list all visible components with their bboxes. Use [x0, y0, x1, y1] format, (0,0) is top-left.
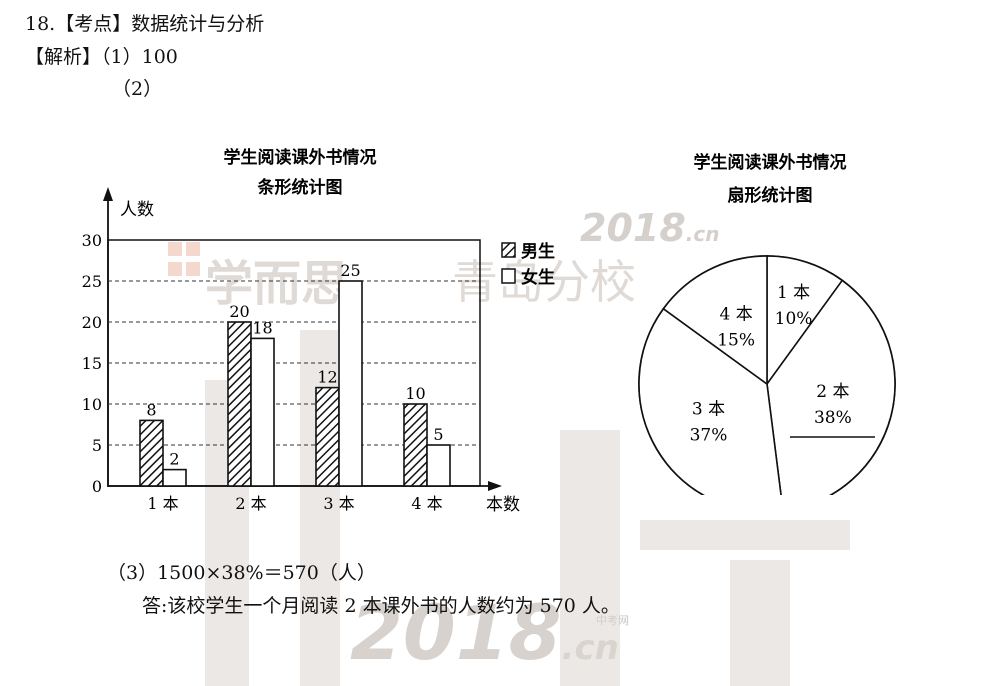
pie-slice — [766, 255, 844, 387]
y-axis-arrow — [103, 187, 113, 201]
x-axis-label: 本数 — [486, 495, 520, 515]
pie-slice — [662, 255, 768, 386]
pie-chart-title: 学生阅读课外书情况 — [694, 152, 847, 173]
y-tick-label: 30 — [82, 231, 102, 250]
pie-slice-label: 1 本 — [777, 283, 810, 303]
watermark-block — [560, 430, 620, 686]
bar-chart-subtitle: 条形统计图 — [257, 177, 343, 198]
bar-data-label: 20 — [229, 302, 249, 321]
bar-girls — [338, 280, 363, 487]
watermark-block — [640, 520, 850, 550]
pie-chart-labels: 1 本 10% 2 本 38% 3 本 37% 4 本 15% — [690, 283, 875, 446]
watermark-logo-square — [186, 242, 200, 256]
bar-chart-bars — [139, 280, 451, 487]
bar-data-label: 18 — [252, 318, 272, 337]
bar-data-label: 10 — [405, 384, 425, 403]
bar-data-label: 5 — [433, 425, 443, 444]
bar-chart-title: 学生阅读课外书情况 — [224, 147, 377, 168]
bar-boys — [315, 386, 340, 487]
watermark-logo-square — [186, 262, 200, 276]
x-tick-label: 3 本 — [323, 494, 354, 513]
y-axis-label: 人数 — [120, 200, 154, 220]
bar-data-label: 12 — [317, 368, 337, 387]
y-tick-label: 5 — [92, 436, 102, 455]
bar-data-label: 8 — [146, 400, 156, 419]
bar-data-label: 2 — [169, 450, 179, 469]
pie-slice — [766, 279, 896, 495]
pie-slice — [638, 307, 782, 495]
x-tick-label: 4 本 — [411, 494, 442, 513]
part-2-label: （2） — [112, 78, 163, 100]
question-heading: 18.【考点】数据统计与分析 — [25, 9, 264, 36]
legend-label: 女生 — [521, 267, 555, 288]
pie-slice-percent: 38% — [814, 408, 852, 428]
pie-chart: 学生阅读课外书情况 扇形统计图 1 本 10% 2 本 38% 3 本 37% 4 本 15% — [638, 152, 896, 495]
bar-boys — [403, 403, 428, 487]
bar-data-label: 25 — [340, 261, 360, 280]
pie-slice-label: 4 本 — [720, 304, 753, 324]
pie-chart-subtitle: 扇形统计图 — [728, 185, 813, 206]
question-number: 18. — [25, 13, 56, 35]
pie-slice-label: 2 本 — [816, 382, 849, 402]
pie-slice-percent: 37% — [690, 426, 728, 446]
bar-girls — [250, 337, 275, 487]
bar-chart-labels: 8 2 1 本 2018 2 本 12 25 3 本 10 5 4 本 — [146, 261, 443, 513]
watermark-logo-square — [168, 262, 182, 276]
y-tick-label: 15 — [82, 354, 102, 373]
pie-slice-percent: 10% — [775, 309, 813, 329]
bar-girls — [426, 444, 451, 487]
analysis-label: 【解析】 — [25, 46, 102, 68]
y-tick-label: 10 — [82, 395, 102, 414]
bar-girls — [162, 468, 187, 487]
final-answer: 答:该校学生一个月阅读 2 本课外书的人数约为 570 人。 — [142, 595, 620, 617]
pie-slice-percent: 15% — [717, 330, 755, 350]
x-tick-label: 1 本 — [147, 494, 178, 513]
watermark-block — [730, 560, 790, 686]
legend-swatch — [501, 268, 516, 284]
pie-chart-slices — [638, 255, 896, 495]
bar-boys — [139, 419, 164, 487]
part-3-calculation: （3）1500×38%＝570（人） — [107, 562, 376, 584]
y-tick-label: 0 — [92, 477, 102, 496]
bar-boys — [227, 321, 252, 487]
topic-label: 【考点】 — [55, 13, 132, 35]
x-tick-label: 2 本 — [235, 494, 266, 513]
y-tick-label: 20 — [82, 313, 102, 332]
topic-text: 数据统计与分析 — [131, 13, 265, 35]
pie-slice-label: 3 本 — [692, 400, 725, 420]
legend-swatch — [501, 242, 516, 258]
x-axis-arrow — [488, 481, 502, 491]
analysis-line: 【解析】（1）100 — [25, 42, 178, 69]
part-1-answer: （1）100 — [101, 46, 178, 68]
legend-label: 男生 — [521, 241, 555, 262]
y-tick-label: 25 — [82, 272, 102, 291]
watermark-logo-square — [168, 242, 182, 256]
